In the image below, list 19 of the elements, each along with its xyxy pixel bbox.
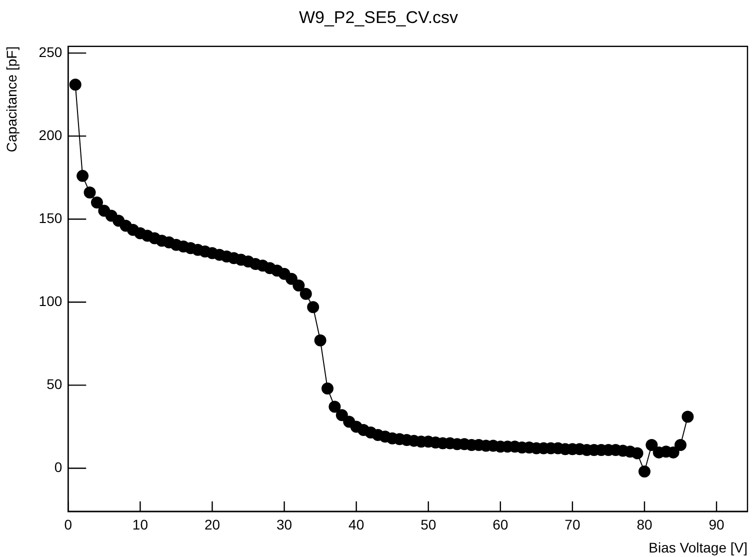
x-tick-label: 20 [204, 516, 220, 533]
y-tick-label: 250 [38, 44, 62, 60]
y-axis-title: Capacitance [pF] [3, 46, 20, 152]
y-tick-label: 0 [54, 459, 62, 476]
x-tick-label: 10 [132, 516, 148, 533]
y-tick-label: 100 [38, 293, 62, 310]
y-tick-label: 150 [38, 210, 62, 226]
x-tick-label: 50 [420, 516, 436, 533]
x-axis-title: Bias Voltage [V] [648, 539, 748, 556]
x-tick-label: 60 [492, 516, 508, 533]
x-tick-label: 40 [348, 516, 364, 533]
x-tick-label: 80 [636, 516, 652, 533]
x-tick-label: 70 [564, 516, 580, 533]
x-tick-label: 90 [708, 516, 725, 533]
x-tick-label: 30 [276, 516, 292, 533]
y-tick-label: 50 [46, 376, 62, 392]
chart-title: W9_P2_SE5_CV.csv [298, 8, 459, 27]
x-tick-label: 0 [64, 516, 72, 533]
y-tick-label: 200 [38, 126, 62, 143]
